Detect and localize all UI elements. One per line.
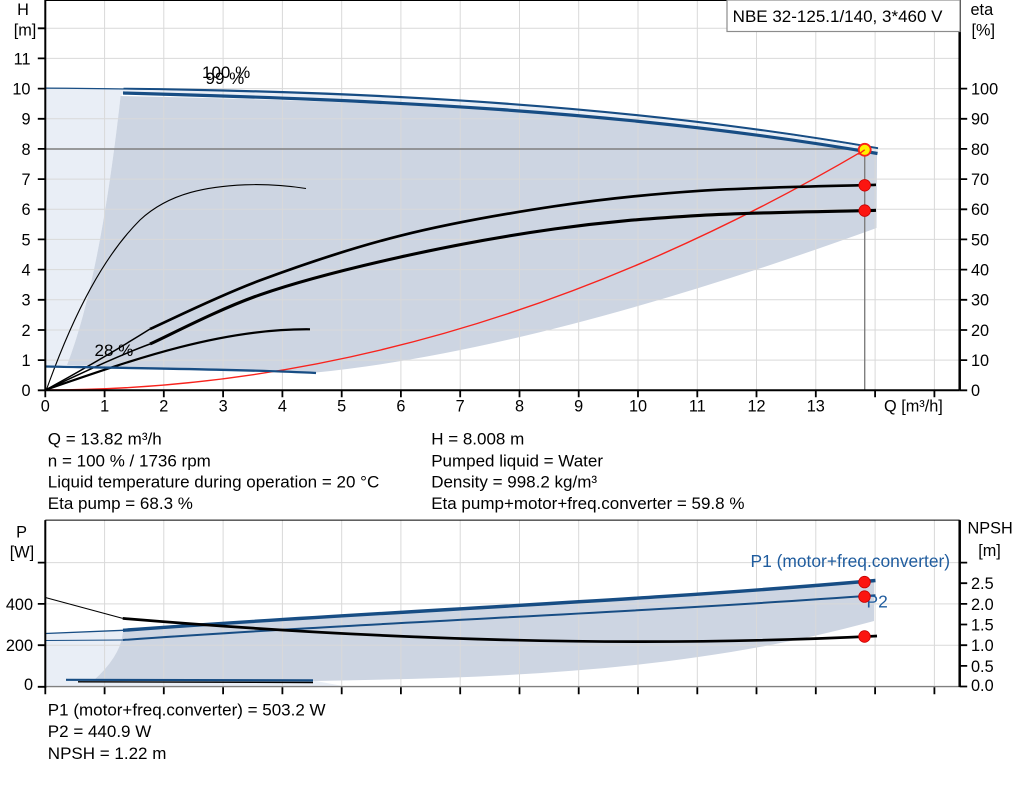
svg-text:8: 8 bbox=[21, 141, 30, 159]
svg-text:[%]: [%] bbox=[972, 22, 996, 40]
svg-text:8: 8 bbox=[515, 398, 524, 416]
svg-text:P2 = 440.9 W: P2 = 440.9 W bbox=[48, 722, 151, 741]
svg-text:Pumped liquid = Water: Pumped liquid = Water bbox=[431, 451, 603, 470]
svg-text:0.0: 0.0 bbox=[971, 677, 994, 695]
svg-text:9: 9 bbox=[574, 398, 583, 416]
svg-text:12: 12 bbox=[747, 398, 765, 416]
svg-text:13: 13 bbox=[807, 398, 825, 416]
svg-text:0.5: 0.5 bbox=[971, 658, 994, 676]
svg-text:7: 7 bbox=[456, 398, 465, 416]
svg-text:10: 10 bbox=[12, 81, 30, 99]
svg-text:3: 3 bbox=[21, 292, 30, 310]
svg-text:400: 400 bbox=[6, 596, 33, 614]
svg-text:[m]: [m] bbox=[14, 22, 37, 40]
svg-text:7: 7 bbox=[21, 171, 30, 189]
svg-text:5: 5 bbox=[337, 398, 346, 416]
svg-text:40: 40 bbox=[971, 262, 989, 280]
svg-text:2.0: 2.0 bbox=[971, 596, 994, 614]
svg-text:Eta pump+motor+freq.converter: Eta pump+motor+freq.converter = 59.8 % bbox=[431, 494, 744, 513]
svg-text:11: 11 bbox=[14, 50, 31, 68]
svg-text:4: 4 bbox=[21, 262, 30, 280]
svg-text:1: 1 bbox=[100, 398, 109, 416]
svg-text:H = 8.008 m: H = 8.008 m bbox=[431, 430, 524, 449]
svg-text:20: 20 bbox=[971, 322, 989, 340]
svg-text:NPSH = 1.22 m: NPSH = 1.22 m bbox=[48, 744, 167, 763]
svg-text:2: 2 bbox=[21, 322, 30, 340]
svg-text:P1 (motor+freq.converter) = 50: P1 (motor+freq.converter) = 503.2 W bbox=[48, 700, 326, 719]
svg-text:10: 10 bbox=[629, 398, 647, 416]
svg-text:6: 6 bbox=[396, 398, 405, 416]
svg-text:NPSH: NPSH bbox=[968, 520, 1013, 538]
svg-text:n = 100 % / 1736 rpm: n = 100 % / 1736 rpm bbox=[48, 451, 211, 470]
svg-text:[W]: [W] bbox=[10, 544, 34, 562]
svg-text:[m]: [m] bbox=[978, 542, 1001, 560]
svg-text:28 %: 28 % bbox=[95, 341, 134, 360]
svg-text:H: H bbox=[17, 1, 29, 19]
svg-text:70: 70 bbox=[971, 171, 989, 189]
svg-text:4: 4 bbox=[278, 398, 287, 416]
svg-text:9: 9 bbox=[21, 111, 30, 129]
svg-text:11: 11 bbox=[689, 398, 706, 416]
svg-text:6: 6 bbox=[21, 201, 30, 219]
svg-text:NBE 32-125.1/140, 3*460 V: NBE 32-125.1/140, 3*460 V bbox=[733, 7, 943, 26]
svg-text:0: 0 bbox=[971, 382, 980, 400]
svg-text:P: P bbox=[16, 524, 27, 542]
svg-text:3: 3 bbox=[219, 398, 228, 416]
svg-text:2: 2 bbox=[159, 398, 168, 416]
svg-text:0: 0 bbox=[24, 676, 33, 694]
svg-text:0: 0 bbox=[21, 382, 30, 400]
svg-text:P2: P2 bbox=[867, 591, 888, 611]
svg-text:1: 1 bbox=[21, 352, 30, 370]
svg-text:200: 200 bbox=[6, 637, 33, 655]
svg-text:50: 50 bbox=[971, 231, 989, 249]
svg-text:P1 (motor+freq.converter): P1 (motor+freq.converter) bbox=[751, 551, 951, 571]
svg-text:60: 60 bbox=[971, 201, 989, 219]
svg-text:2.5: 2.5 bbox=[971, 575, 994, 593]
svg-text:10: 10 bbox=[971, 352, 989, 370]
svg-text:Eta pump = 68.3 %: Eta pump = 68.3 % bbox=[48, 494, 193, 513]
svg-text:1.5: 1.5 bbox=[971, 616, 994, 634]
svg-text:99 %: 99 % bbox=[206, 69, 245, 88]
svg-text:1.0: 1.0 bbox=[971, 637, 994, 655]
svg-text:Q [m³/h]: Q [m³/h] bbox=[884, 398, 943, 416]
svg-text:80: 80 bbox=[971, 141, 989, 159]
svg-text:100: 100 bbox=[971, 81, 998, 99]
svg-text:5: 5 bbox=[21, 231, 30, 249]
svg-text:30: 30 bbox=[971, 292, 989, 310]
svg-text:Density = 998.2 kg/m³: Density = 998.2 kg/m³ bbox=[431, 473, 597, 492]
svg-text:0: 0 bbox=[41, 398, 50, 416]
svg-text:100 %: 100 % bbox=[202, 63, 250, 82]
svg-text:90: 90 bbox=[971, 111, 989, 129]
svg-text:Q = 13.82 m³/h: Q = 13.82 m³/h bbox=[48, 430, 162, 449]
svg-text:eta: eta bbox=[971, 1, 995, 19]
svg-text:Liquid temperature during oper: Liquid temperature during operation = 20… bbox=[48, 473, 379, 492]
